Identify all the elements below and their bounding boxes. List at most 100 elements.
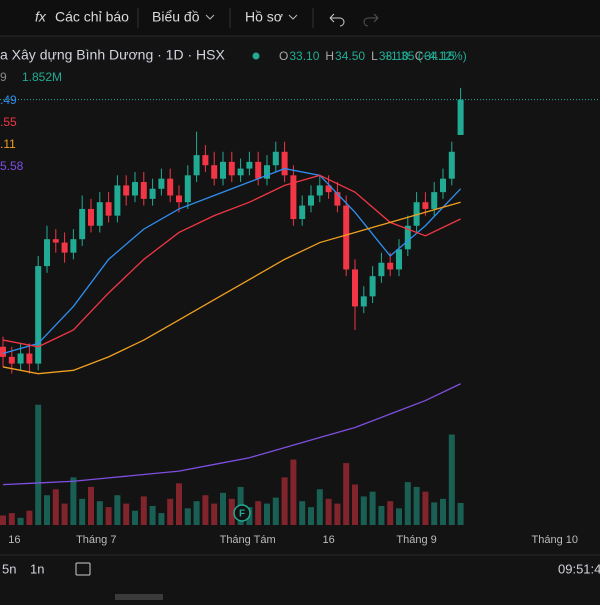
volume-bar <box>299 501 306 525</box>
ma-label: 5.58 <box>0 159 24 173</box>
candle-body <box>290 175 297 220</box>
volume-bar <box>8 513 15 525</box>
clock: 09:51:4 <box>558 561 600 576</box>
candle-body <box>70 239 77 253</box>
candle-body <box>17 353 24 364</box>
candle-body <box>325 185 332 193</box>
chevron <box>288 14 298 20</box>
volume-bar <box>105 507 112 525</box>
ma-label: .49 <box>0 93 17 107</box>
candle-body <box>263 165 270 179</box>
candle-body <box>79 208 86 240</box>
moving-average <box>2 167 462 355</box>
candle-body <box>457 99 464 135</box>
candle-body <box>334 192 341 206</box>
range-1n[interactable]: 1n <box>30 561 44 576</box>
candle-body <box>35 266 42 364</box>
undo-button[interactable] <box>329 13 345 27</box>
volume-bar <box>272 497 279 525</box>
candle-body <box>52 239 59 243</box>
ohlc-label: L <box>371 49 378 63</box>
candle-body <box>131 182 138 196</box>
candle-body <box>378 262 385 277</box>
volume-bar <box>352 484 359 525</box>
ma-label: .11 <box>0 137 16 151</box>
ohlc-label: O <box>279 49 288 63</box>
volume-bar <box>440 498 447 525</box>
x-tick-label: Tháng 7 <box>76 534 116 546</box>
candle-body <box>369 276 376 297</box>
candle-body <box>8 356 15 364</box>
ohlc-value: 34.15 <box>424 49 454 63</box>
volume-bar <box>457 502 464 525</box>
candle-body <box>308 195 315 206</box>
volume-bar <box>343 463 350 525</box>
candle-body <box>211 165 218 179</box>
candle-body <box>422 202 429 209</box>
volume-bar <box>87 486 94 525</box>
candle-body <box>387 262 394 270</box>
range-5n[interactable]: 5n <box>2 561 16 576</box>
candle-body <box>43 239 50 267</box>
candle-body <box>184 175 191 203</box>
candle-body <box>299 205 306 220</box>
volume-bar <box>175 483 182 525</box>
volume-bar <box>52 489 59 525</box>
volume-bar <box>404 482 411 525</box>
profile-button[interactable]: Hồ sơ <box>245 9 283 25</box>
ohlc-value: 34.50 <box>335 49 365 63</box>
candle-body <box>404 225 411 250</box>
volume-bar <box>228 498 235 525</box>
fx-icon[interactable]: fx <box>35 9 47 25</box>
candle-body <box>26 353 33 364</box>
x-tick-label: 16 <box>8 534 20 546</box>
candle-body <box>440 178 447 193</box>
moving-average <box>2 201 461 375</box>
candle-body <box>149 188 156 199</box>
volume-bar <box>281 477 288 525</box>
volume-bar <box>325 498 332 525</box>
volume-bar <box>448 434 455 525</box>
volume-bar <box>369 491 376 525</box>
candle-body <box>123 185 130 196</box>
volume-bar <box>96 501 103 525</box>
volume-bar <box>167 498 174 525</box>
symbol-title: a Xây dựng Bình Dương · 1D · HSX <box>0 47 225 63</box>
candle-body <box>105 202 112 216</box>
candle-body <box>237 168 244 176</box>
candle-body <box>431 192 438 209</box>
volume-value: 1.852M <box>22 70 62 84</box>
volume-bar <box>308 507 315 525</box>
volume-bar <box>378 505 385 525</box>
candle-body <box>255 161 262 179</box>
candle-body <box>396 249 403 270</box>
volume-bar <box>263 503 270 525</box>
volume-bar <box>61 503 68 525</box>
candle-body <box>360 296 367 307</box>
candle-body <box>343 205 350 270</box>
candle-body <box>272 151 279 166</box>
candle-body <box>281 151 288 176</box>
volume-bar <box>316 489 323 525</box>
candle-body <box>413 202 420 226</box>
volume-bar <box>158 513 165 525</box>
redo-button[interactable] <box>363 13 379 27</box>
scrollbar[interactable] <box>115 594 163 600</box>
charts-button[interactable]: Biểu đồ <box>152 9 200 25</box>
plot: .49 .55 .11 5.58 F 16 Tháng 7 Tháng Tám 16 Tháng … <box>0 87 600 546</box>
candle-body <box>448 151 455 179</box>
volume-bar <box>334 503 341 525</box>
volume-bar <box>43 495 50 525</box>
candle-body <box>158 178 165 189</box>
date-range-icon[interactable] <box>75 562 91 576</box>
candle-body <box>193 155 200 176</box>
volume-bar <box>211 503 218 525</box>
volume-bar <box>202 495 209 525</box>
candle-body <box>202 155 209 166</box>
candle-body <box>175 195 182 203</box>
market-status <box>252 52 260 60</box>
indicators-button[interactable]: Các chỉ báo <box>55 9 129 25</box>
volume-bar <box>70 477 77 525</box>
